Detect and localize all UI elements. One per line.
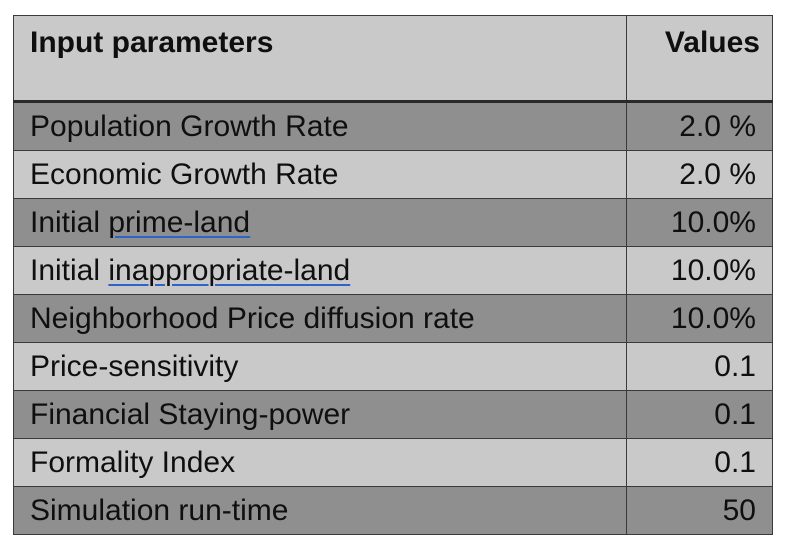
parameter-link: inappropriate-land <box>108 253 351 287</box>
table-row: Formality Index 0.1 <box>13 438 773 487</box>
parameter-name: Initial inappropriate-land <box>13 246 627 295</box>
parameter-value: 0.1 <box>626 438 773 487</box>
parameter-name: Population Growth Rate <box>13 100 627 151</box>
parameter-value: 2.0 % <box>626 100 773 151</box>
parameter-name: Neighborhood Price diffusion rate <box>13 294 627 343</box>
table-row: Simulation run-time 50 <box>13 486 773 535</box>
header-input-parameters: Input parameters <box>13 15 627 102</box>
parameter-value: 2.0 % <box>626 150 773 199</box>
input-parameters-table: Input parameters Values Population Growt… <box>13 15 773 535</box>
parameter-value: 10.0% <box>626 198 773 247</box>
parameter-name: Economic Growth Rate <box>13 150 627 199</box>
parameter-name: Financial Staying-power <box>13 390 627 439</box>
parameter-name: Price-sensitivity <box>13 342 627 391</box>
parameter-link: prime-land <box>108 205 251 239</box>
parameter-value: 0.1 <box>626 342 773 391</box>
parameter-value: 50 <box>626 486 773 535</box>
parameter-value: 10.0% <box>626 246 773 295</box>
parameter-name: Formality Index <box>13 438 627 487</box>
table-row: Initial prime-land 10.0% <box>13 198 773 247</box>
parameter-value: 0.1 <box>626 390 773 439</box>
table-row: Economic Growth Rate 2.0 % <box>13 150 773 199</box>
parameter-name: Simulation run-time <box>13 486 627 535</box>
table-row: Population Growth Rate 2.0 % <box>13 100 773 151</box>
header-values: Values <box>626 15 773 102</box>
parameter-value: 10.0% <box>626 294 773 343</box>
parameter-name: Initial prime-land <box>13 198 627 247</box>
table-row: Financial Staying-power 0.1 <box>13 390 773 439</box>
table-row: Initial inappropriate-land 10.0% <box>13 246 773 295</box>
table-row: Price-sensitivity 0.1 <box>13 342 773 391</box>
table-row: Neighborhood Price diffusion rate 10.0% <box>13 294 773 343</box>
table-header-row: Input parameters Values <box>13 15 773 102</box>
